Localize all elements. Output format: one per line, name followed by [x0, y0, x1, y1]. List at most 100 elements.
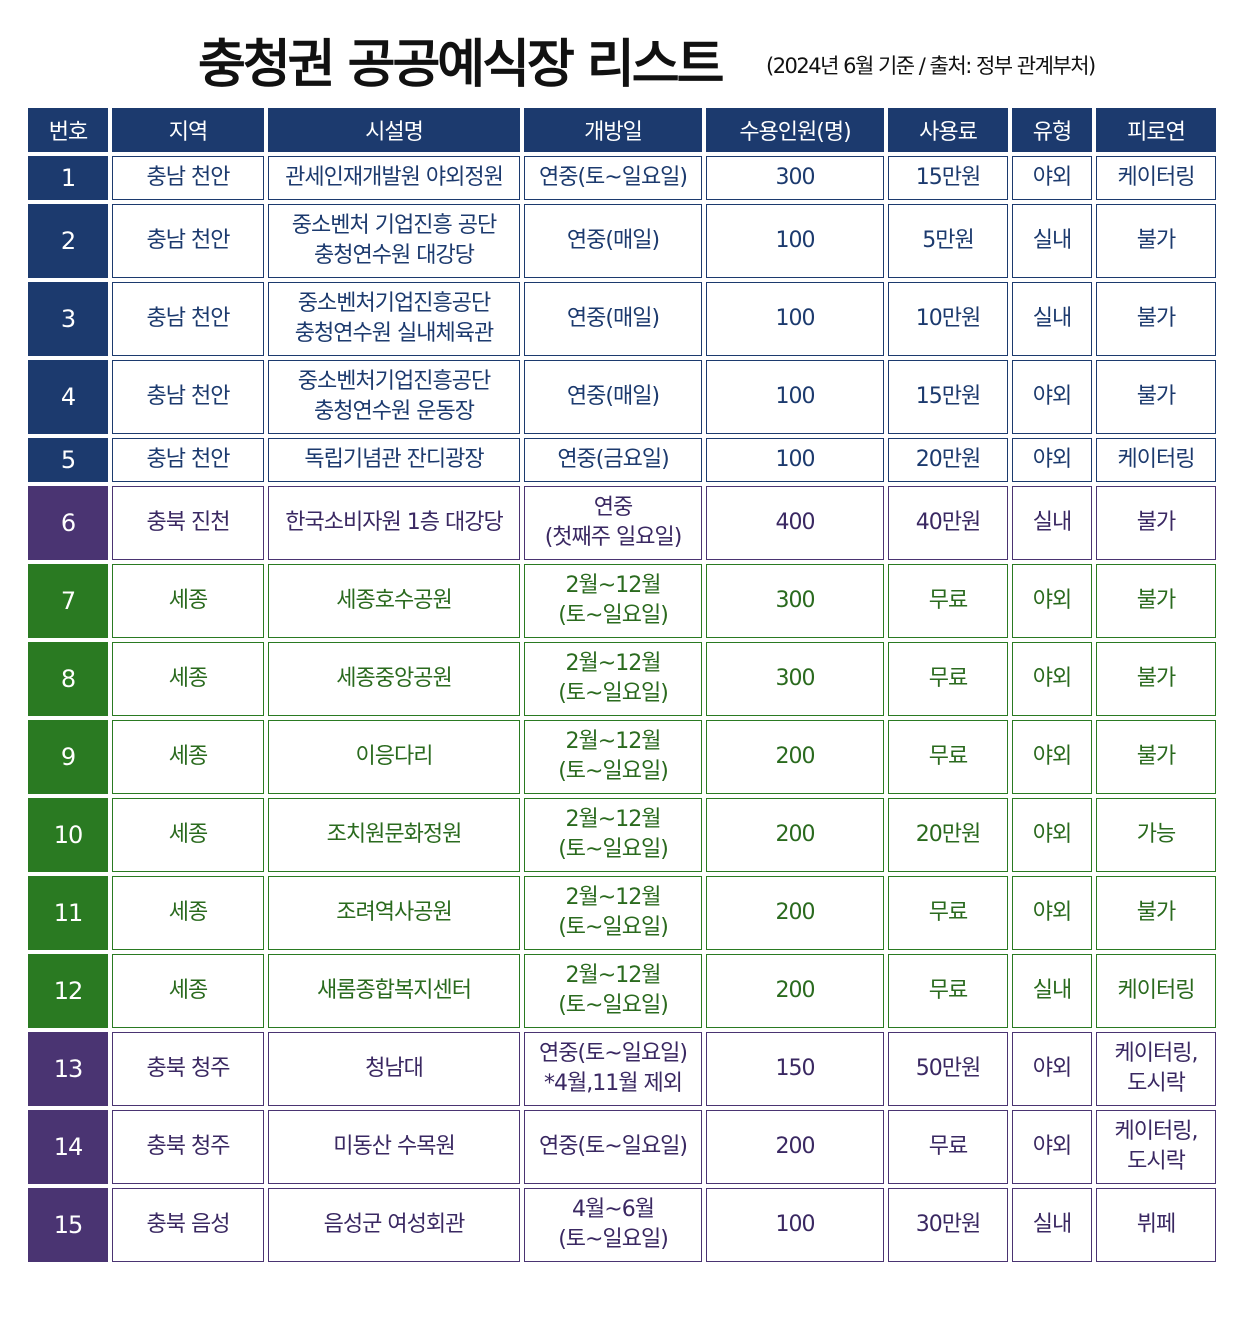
- facility-name: 한국소비자원 1층 대강당: [285, 510, 503, 535]
- facility-cell: 세종중앙공원: [268, 642, 520, 716]
- capacity-cell: 200: [706, 1110, 884, 1184]
- table-row: 3 충남 천안 중소벤처기업진흥공단 충청연수원 실내체육관 연중(매일) 10…: [28, 282, 1216, 356]
- facility-name: 조치원문화정원: [326, 822, 463, 847]
- type-cell: 실내: [1012, 204, 1092, 278]
- reception: 케이터링, 도시락: [1114, 1119, 1199, 1174]
- open-days: 2월~12월 (토~일요일): [558, 729, 669, 784]
- table-row: 10 세종 조치원문화정원 2월~12월 (토~일요일) 200 20만원 야외…: [28, 798, 1216, 872]
- open-days: 4월~6월 (토~일요일): [558, 1197, 669, 1252]
- type-cell: 야외: [1012, 564, 1092, 638]
- capacity-cell: 300: [706, 642, 884, 716]
- reception-cell: 케이터링: [1096, 954, 1216, 1028]
- row-number: 7: [28, 564, 108, 638]
- open-days: 연중(토~일요일): [538, 1134, 688, 1159]
- open-days: 연중(금요일): [557, 447, 669, 472]
- open-days: 연중(매일): [566, 384, 660, 409]
- row-number: 12: [28, 954, 108, 1028]
- column-header-open-days: 개방일: [524, 108, 702, 152]
- column-header-fee: 사용료: [888, 108, 1008, 152]
- capacity-cell: 200: [706, 954, 884, 1028]
- table-header-row: 번호 지역 시설명 개방일 수용인원(명) 사용료 유형 피로연: [28, 108, 1216, 152]
- type-cell: 실내: [1012, 954, 1092, 1028]
- capacity-cell: 400: [706, 486, 884, 560]
- fee-cell: 20만원: [888, 798, 1008, 872]
- open-days: 연중(매일): [566, 306, 660, 331]
- type-cell: 실내: [1012, 282, 1092, 356]
- column-header-reception: 피로연: [1096, 108, 1216, 152]
- open-days-cell: 연중(토~일요일): [524, 1110, 702, 1184]
- reception: 불가: [1136, 900, 1176, 925]
- open-days: 2월~12월 (토~일요일): [558, 807, 669, 862]
- table-row: 8 세종 세종중앙공원 2월~12월 (토~일요일) 300 무료 야외 불가: [28, 642, 1216, 716]
- facility-cell: 세종호수공원: [268, 564, 520, 638]
- type-cell: 야외: [1012, 156, 1092, 200]
- reception-cell: 불가: [1096, 486, 1216, 560]
- facility-name: 세종호수공원: [336, 588, 452, 613]
- open-days: 연중(토~일요일) *4월,11월 제외: [538, 1041, 688, 1096]
- row-number: 6: [28, 486, 108, 560]
- type-cell: 야외: [1012, 360, 1092, 434]
- table-row: 7 세종 세종호수공원 2월~12월 (토~일요일) 300 무료 야외 불가: [28, 564, 1216, 638]
- region-cell: 충남 천안: [112, 438, 264, 482]
- fee-cell: 10만원: [888, 282, 1008, 356]
- capacity-cell: 100: [706, 282, 884, 356]
- capacity-cell: 200: [706, 720, 884, 794]
- fee-cell: 무료: [888, 954, 1008, 1028]
- row-number: 14: [28, 1110, 108, 1184]
- fee-cell: 무료: [888, 642, 1008, 716]
- open-days-cell: 2월~12월 (토~일요일): [524, 564, 702, 638]
- fee-cell: 15만원: [888, 360, 1008, 434]
- open-days: 연중(매일): [566, 228, 660, 253]
- reception-cell: 불가: [1096, 876, 1216, 950]
- capacity-cell: 300: [706, 156, 884, 200]
- column-header-type: 유형: [1012, 108, 1092, 152]
- region-cell: 세종: [112, 564, 264, 638]
- region-cell: 충북 진천: [112, 486, 264, 560]
- reception: 불가: [1136, 228, 1176, 253]
- table-row: 15 충북 음성 음성군 여성회관 4월~6월 (토~일요일) 100 30만원…: [28, 1188, 1216, 1262]
- reception-cell: 불가: [1096, 642, 1216, 716]
- open-days-cell: 연중(토~일요일): [524, 156, 702, 200]
- row-number: 13: [28, 1032, 108, 1106]
- table-row: 12 세종 새롬종합복지센터 2월~12월 (토~일요일) 200 무료 실내 …: [28, 954, 1216, 1028]
- open-days-cell: 연중 (첫째주 일요일): [524, 486, 702, 560]
- column-header-region: 지역: [112, 108, 264, 152]
- fee-cell: 무료: [888, 564, 1008, 638]
- facility-cell: 조치원문화정원: [268, 798, 520, 872]
- reception: 뷔페: [1136, 1212, 1176, 1237]
- table-row: 11 세종 조려역사공원 2월~12월 (토~일요일) 200 무료 야외 불가: [28, 876, 1216, 950]
- facility-name: 중소벤처기업진흥공단 충청연수원 실내체육관: [294, 291, 494, 346]
- table-row: 5 충남 천안 독립기념관 잔디광장 연중(금요일) 100 20만원 야외 케…: [28, 438, 1216, 482]
- type-cell: 야외: [1012, 438, 1092, 482]
- open-days: 2월~12월 (토~일요일): [558, 651, 669, 706]
- page-subtitle: (2024년 6월 기준 / 출처: 정부 관계부처): [766, 54, 1096, 78]
- column-header-facility: 시설명: [268, 108, 520, 152]
- type-cell: 야외: [1012, 642, 1092, 716]
- fee-cell: 5만원: [888, 204, 1008, 278]
- type-cell: 야외: [1012, 798, 1092, 872]
- row-number: 3: [28, 282, 108, 356]
- region-cell: 충남 천안: [112, 360, 264, 434]
- reception-cell: 뷔페: [1096, 1188, 1216, 1262]
- reception-cell: 케이터링, 도시락: [1096, 1032, 1216, 1106]
- table-row: 1 충남 천안 관세인재개발원 야외정원 연중(토~일요일) 300 15만원 …: [28, 156, 1216, 200]
- region-cell: 세종: [112, 798, 264, 872]
- reception-cell: 불가: [1096, 360, 1216, 434]
- type-cell: 야외: [1012, 720, 1092, 794]
- reception-cell: 불가: [1096, 282, 1216, 356]
- fee-cell: 20만원: [888, 438, 1008, 482]
- facility-cell: 중소벤처기업진흥공단 충청연수원 실내체육관: [268, 282, 520, 356]
- reception: 케이터링: [1117, 447, 1196, 472]
- venue-table: 번호 지역 시설명 개방일 수용인원(명) 사용료 유형 피로연 1 충남 천안…: [24, 104, 1220, 1266]
- region-cell: 충남 천안: [112, 156, 264, 200]
- fee-cell: 15만원: [888, 156, 1008, 200]
- capacity-cell: 200: [706, 876, 884, 950]
- fee-cell: 무료: [888, 876, 1008, 950]
- capacity-cell: 300: [706, 564, 884, 638]
- reception: 불가: [1136, 666, 1176, 691]
- capacity-cell: 100: [706, 438, 884, 482]
- reception: 케이터링: [1117, 978, 1196, 1003]
- region-cell: 세종: [112, 720, 264, 794]
- row-number: 4: [28, 360, 108, 434]
- table-row: 13 충북 청주 청남대 연중(토~일요일) *4월,11월 제외 150 50…: [28, 1032, 1216, 1106]
